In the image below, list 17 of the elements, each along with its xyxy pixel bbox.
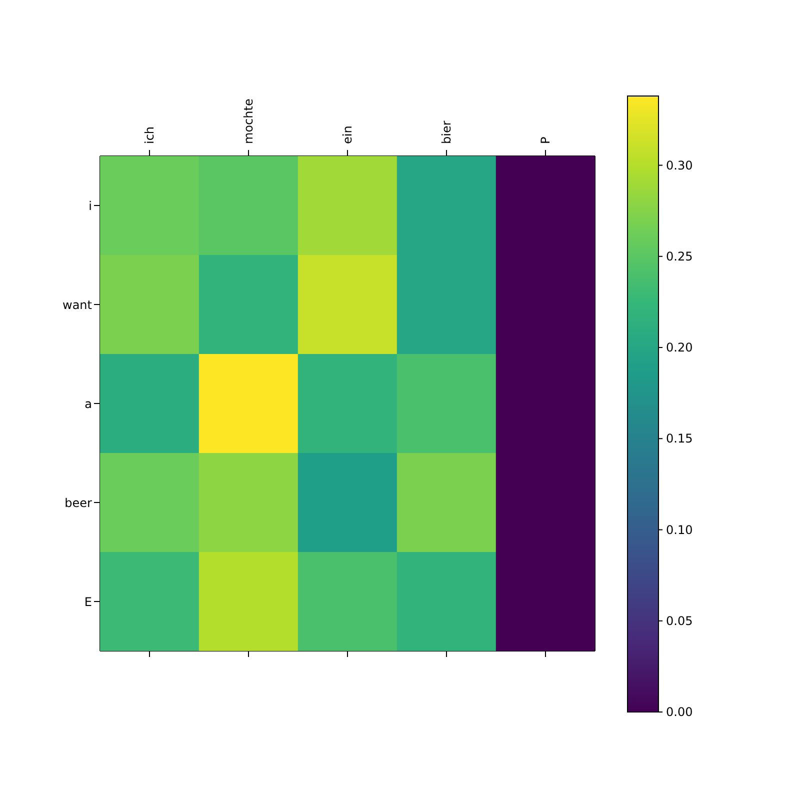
color-bar-label: 0.05 <box>666 614 693 628</box>
x-tick-label: ein <box>340 126 354 144</box>
x-tick-label: mochte <box>242 98 256 144</box>
color-bar-label: 0.15 <box>666 432 693 446</box>
x-tick-label: bier <box>440 120 454 144</box>
color-bar-label: 0.25 <box>666 249 693 264</box>
x-tick-label: ich <box>142 126 156 144</box>
color-bar-label: 0.00 <box>666 705 693 719</box>
color-bar-label: 0.30 <box>666 158 693 172</box>
y-tick-label: a <box>84 396 92 411</box>
color-bar-label: 0.20 <box>666 340 693 355</box>
y-tick-label: E <box>84 594 92 609</box>
x-tick-label: P <box>538 136 552 144</box>
y-tick-label: beer <box>64 496 92 510</box>
y-tick-label: i <box>88 198 92 213</box>
color-bar-label: 0.10 <box>666 522 693 537</box>
y-tick-label: want <box>62 298 92 312</box>
